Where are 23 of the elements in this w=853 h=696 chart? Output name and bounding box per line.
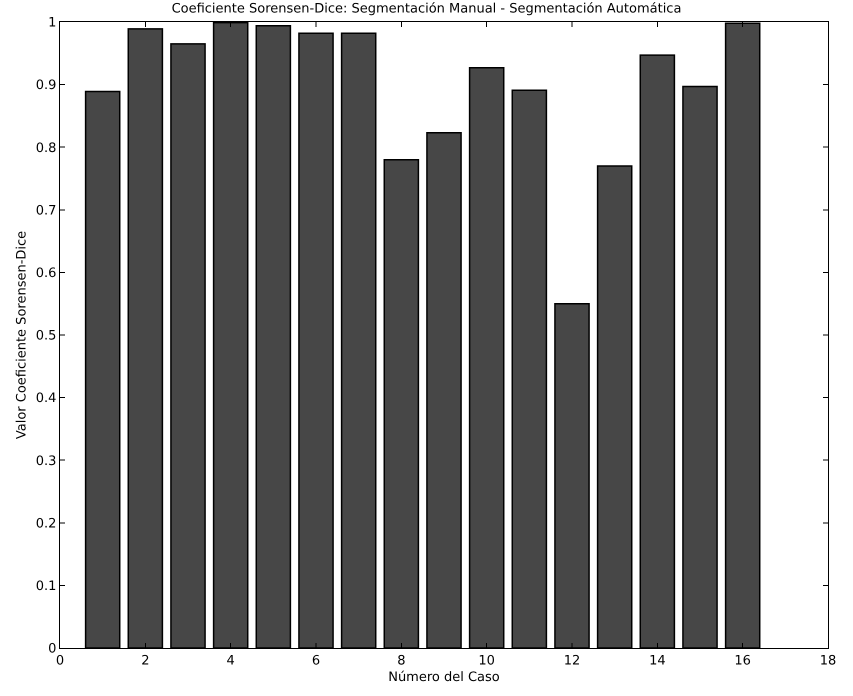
y-tick-label: 0.6 [36, 266, 56, 281]
y-axis-title: Valor Coeficiente Sorensen-Dice [14, 230, 30, 440]
y-tick-label: 0.9 [36, 78, 56, 94]
y-tick-label: 0.8 [36, 140, 56, 156]
y-tick-label: 0 [48, 642, 56, 657]
x-tick-label: 16 [734, 654, 751, 669]
x-tick-label: 8 [397, 654, 406, 669]
x-tick-label: 2 [141, 654, 150, 669]
x-axis-title: Número del Caso [388, 670, 500, 686]
y-tick-label: 0.1 [36, 578, 56, 594]
x-tick-label: 10 [478, 654, 495, 669]
x-tick-label: 14 [649, 654, 666, 669]
x-tick-label: 6 [312, 654, 320, 669]
chart-title: Coeficiente Sorensen-Dice: Segmentación Manual - Segmentación Automática [172, 2, 682, 17]
x-tick-label: 4 [226, 654, 235, 669]
y-tick-label: 1 [48, 16, 56, 31]
y-tick-label: 0.5 [36, 328, 56, 344]
y-tick-label: 0.4 [36, 391, 56, 406]
x-tick-label: 18 [820, 654, 836, 669]
y-tick-label: 0.3 [36, 454, 56, 469]
y-tick-label: 0.2 [36, 516, 56, 532]
y-tick-label: 0.7 [36, 203, 56, 218]
x-tick-label: 12 [564, 654, 580, 669]
